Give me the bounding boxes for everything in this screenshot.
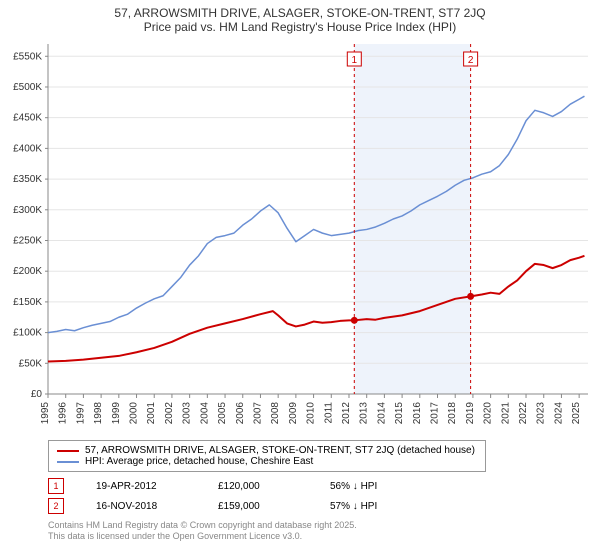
svg-text:£100K: £100K <box>13 328 42 339</box>
line-chart: £0 £50K £100K £150K £200K £250K £300K £350K £400… <box>0 36 600 436</box>
footer-line1: Contains HM Land Registry data © Crown c… <box>48 520 590 531</box>
svg-text:2010: 2010 <box>306 402 317 425</box>
svg-text:£400K: £400K <box>13 143 42 154</box>
title-subtitle: Price paid vs. HM Land Registry's House … <box>4 20 596 34</box>
svg-text:2019: 2019 <box>465 402 476 425</box>
svg-text:2001: 2001 <box>146 402 157 425</box>
legend-label: 57, ARROWSMITH DRIVE, ALSAGER, STOKE-ON-… <box>85 445 475 456</box>
sale-delta: 57% ↓ HPI <box>330 501 377 512</box>
svg-text:2015: 2015 <box>394 402 405 425</box>
svg-text:2009: 2009 <box>288 402 299 425</box>
svg-text:1996: 1996 <box>58 402 69 425</box>
sale-marker: 2 <box>48 498 64 514</box>
legend-swatch <box>57 461 79 463</box>
svg-text:2002: 2002 <box>164 402 175 425</box>
svg-text:1: 1 <box>352 55 358 66</box>
svg-text:£350K: £350K <box>13 174 42 185</box>
svg-text:£150K: £150K <box>13 297 42 308</box>
svg-text:2000: 2000 <box>129 402 140 425</box>
legend-row: HPI: Average price, detached house, Ches… <box>57 456 477 467</box>
svg-text:2004: 2004 <box>199 402 210 425</box>
svg-text:1998: 1998 <box>93 402 104 425</box>
svg-text:2020: 2020 <box>483 402 494 425</box>
svg-text:2018: 2018 <box>447 402 458 425</box>
svg-text:£500K: £500K <box>13 82 42 93</box>
svg-text:£200K: £200K <box>13 266 42 277</box>
svg-text:2017: 2017 <box>430 402 441 425</box>
sale-date: 19-APR-2012 <box>96 481 186 492</box>
title-block: 57, ARROWSMITH DRIVE, ALSAGER, STOKE-ON-… <box>0 0 600 36</box>
svg-text:2: 2 <box>468 55 474 66</box>
svg-text:1997: 1997 <box>75 402 86 425</box>
sale-delta: 56% ↓ HPI <box>330 481 377 492</box>
svg-text:£50K: £50K <box>19 358 43 369</box>
svg-text:£250K: £250K <box>13 235 42 246</box>
svg-text:2006: 2006 <box>235 402 246 425</box>
svg-text:2008: 2008 <box>270 402 281 425</box>
sale-row: 2 16-NOV-2018 £159,000 57% ↓ HPI <box>48 496 590 516</box>
svg-text:2016: 2016 <box>412 402 423 425</box>
svg-text:£550K: £550K <box>13 51 42 62</box>
svg-text:£450K: £450K <box>13 113 42 124</box>
svg-text:2024: 2024 <box>553 402 564 425</box>
svg-text:2012: 2012 <box>341 402 352 425</box>
legend-row: 57, ARROWSMITH DRIVE, ALSAGER, STOKE-ON-… <box>57 445 477 456</box>
legend-swatch <box>57 450 79 452</box>
svg-text:2023: 2023 <box>536 402 547 425</box>
svg-text:1995: 1995 <box>40 402 51 425</box>
sales-table: 1 19-APR-2012 £120,000 56% ↓ HPI 2 16-NOV-201… <box>48 476 590 516</box>
footer-line2: This data is licensed under the Open Gov… <box>48 531 590 542</box>
svg-text:2003: 2003 <box>182 402 193 425</box>
svg-text:2022: 2022 <box>518 402 529 425</box>
legend: 57, ARROWSMITH DRIVE, ALSAGER, STOKE-ON-… <box>48 440 486 472</box>
chart-area: £0 £50K £100K £150K £200K £250K £300K £350K £400… <box>0 36 600 436</box>
sale-row: 1 19-APR-2012 £120,000 56% ↓ HPI <box>48 476 590 496</box>
svg-text:2007: 2007 <box>252 402 263 425</box>
sale-price: £120,000 <box>218 481 298 492</box>
sale-price: £159,000 <box>218 501 298 512</box>
footer-note: Contains HM Land Registry data © Crown c… <box>48 520 590 543</box>
svg-text:2005: 2005 <box>217 402 228 425</box>
legend-label: HPI: Average price, detached house, Ches… <box>85 456 313 467</box>
svg-text:2021: 2021 <box>500 402 511 425</box>
sale-date: 16-NOV-2018 <box>96 501 186 512</box>
svg-text:£0: £0 <box>31 389 43 400</box>
svg-text:2014: 2014 <box>376 402 387 425</box>
svg-text:£300K: £300K <box>13 205 42 216</box>
svg-text:2013: 2013 <box>359 402 370 425</box>
svg-text:2011: 2011 <box>323 402 334 424</box>
chart-container: 57, ARROWSMITH DRIVE, ALSAGER, STOKE-ON-… <box>0 0 600 543</box>
svg-text:1999: 1999 <box>111 402 122 425</box>
sale-marker: 1 <box>48 478 64 494</box>
title-address: 57, ARROWSMITH DRIVE, ALSAGER, STOKE-ON-… <box>4 6 596 20</box>
svg-text:2025: 2025 <box>571 402 582 425</box>
